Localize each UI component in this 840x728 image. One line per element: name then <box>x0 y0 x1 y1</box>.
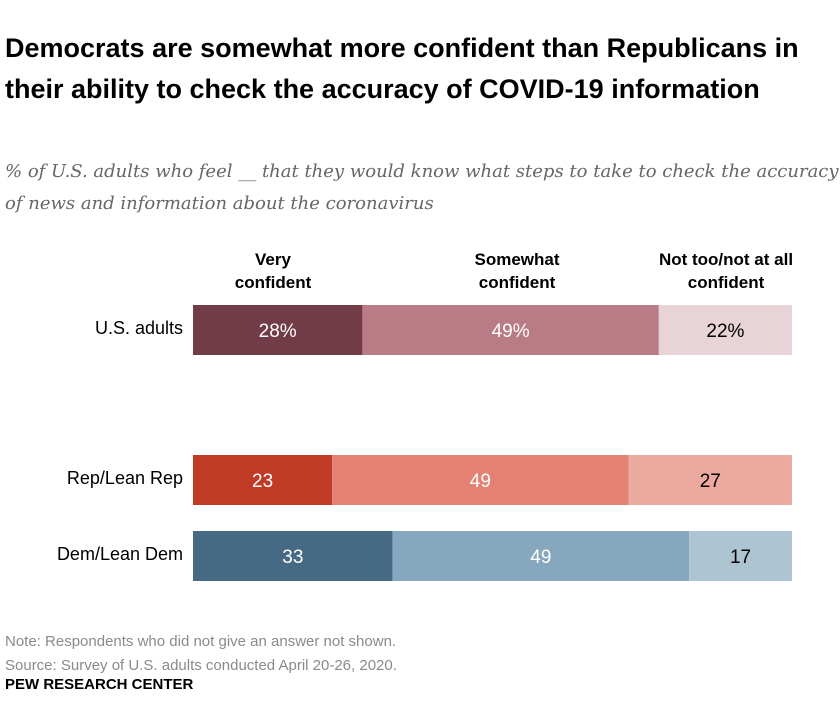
data-label: 17 <box>730 547 751 568</box>
chart-title: Democrats are somewhat more confident th… <box>5 33 799 104</box>
data-label: 27 <box>700 471 721 492</box>
data-label: 49 <box>470 471 491 492</box>
source: Source: Survey of U.S. adults conducted … <box>5 657 397 674</box>
data-label: 28% <box>259 321 297 342</box>
data-label: 23 <box>252 471 273 492</box>
chart-subtitle: % of U.S. adults who feel __ that they w… <box>5 161 839 214</box>
bar-segment <box>658 305 792 355</box>
bar-segment <box>193 305 363 355</box>
column-header-somewhat: Somewhat confident <box>474 250 560 292</box>
bar-segment <box>362 305 659 355</box>
row-label-rep: Rep/Lean Rep <box>66 468 183 488</box>
data-label: 22% <box>706 321 744 342</box>
bar-segment <box>628 455 792 505</box>
data-label: 49% <box>492 321 530 342</box>
data-label: 33 <box>282 547 303 568</box>
bar-segment <box>689 531 792 581</box>
row-label-us-adults: U.S. adults <box>94 318 183 338</box>
column-header-very: Very confident <box>234 250 312 292</box>
brand-logo-text: PEW RESEARCH CENTER <box>5 676 194 693</box>
bar-segment <box>392 531 690 581</box>
bar-segment <box>332 455 629 505</box>
bar-segment <box>193 531 393 581</box>
row-label-dem: Dem/Lean Dem <box>56 544 183 564</box>
bar-segment <box>193 455 333 505</box>
note: Note: Respondents who did not give an an… <box>5 633 397 650</box>
column-header-not: Not too/not at all confident <box>658 250 794 292</box>
data-label: 49 <box>530 547 551 568</box>
